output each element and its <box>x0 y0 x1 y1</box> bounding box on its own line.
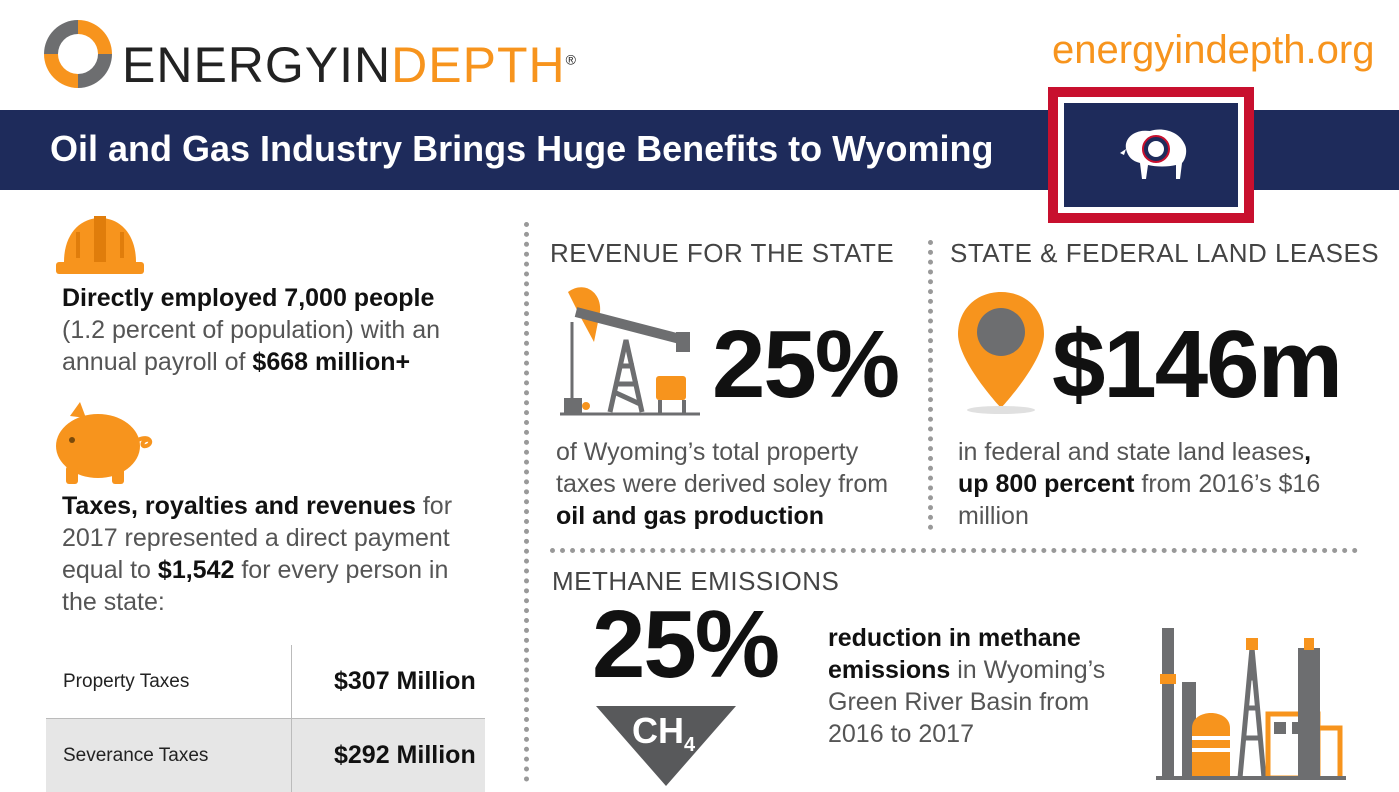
piggy-bank-icon <box>46 400 156 491</box>
tax-value: $307 Million <box>334 667 476 695</box>
taxes-bold: Taxes, royalties and revenues <box>62 492 416 520</box>
registered-mark: ® <box>565 51 577 68</box>
wyoming-flag <box>1048 87 1254 223</box>
ch4-subscript: 4 <box>684 734 696 757</box>
employment-text: Directly employed 7,000 people (1.2 perc… <box>62 282 482 378</box>
taxes-rest-2: for every person in the state: <box>62 556 449 616</box>
refinery-icon <box>1156 628 1346 785</box>
taxes-rest-1: for 2017 represented a direct payment eq… <box>62 492 453 584</box>
pump-jack-icon <box>560 282 700 421</box>
leases-text: in federal and state land leases, up 800… <box>958 436 1338 532</box>
ch4-text: CH <box>632 710 684 751</box>
leases-text-1: in federal and state land leases <box>958 438 1305 466</box>
hard-hat-icon <box>54 212 146 283</box>
methane-heading: METHANE EMISSIONS <box>552 566 840 596</box>
tax-table: Property Taxes $307 Million Severance Ta… <box>46 645 485 792</box>
divider-vertical <box>524 222 533 782</box>
logo-wordmark: ENERGYINDEPTH® <box>122 36 577 94</box>
table-row: Property Taxes $307 Million <box>46 645 485 718</box>
revenue-text-bold: oil and gas production <box>556 502 825 530</box>
employment-bold: Directly employed 7,000 people <box>62 284 435 312</box>
tax-label: Severance Taxes <box>63 744 209 766</box>
logo-suffix: DEPTH <box>391 37 566 93</box>
employment-rest: (1.2 percent of population) with an annu… <box>62 316 441 376</box>
table-row: Severance Taxes $292 Million <box>46 718 485 792</box>
leases-heading: STATE & FEDERAL LAND LEASES <box>950 238 1380 268</box>
revenue-text: of Wyoming’s total property taxes were d… <box>556 436 906 532</box>
revenue-stat: 25% <box>712 311 900 418</box>
leases-comma: , <box>1304 438 1312 466</box>
ch4-label: CH4 <box>632 710 695 757</box>
methane-stat: 25% <box>592 591 780 698</box>
methane-text: reduction in methane emissions in Wyomin… <box>828 622 1128 750</box>
methane-text-rest: in Wyoming’s Green River Basin from 2016… <box>828 656 1106 748</box>
site-url[interactable]: energyindepth.org <box>1052 28 1375 72</box>
revenue-text-1: of Wyoming’s total property taxes were d… <box>556 438 889 498</box>
methane-text-bold: reduction in methane emissions <box>828 624 1081 684</box>
logo-icon <box>40 16 116 92</box>
down-arrow-icon: CH4 <box>596 706 736 786</box>
leases-text-bold: up 800 percent <box>958 470 1135 498</box>
tax-value: $292 Million <box>334 741 476 769</box>
employment-amount: $668 million+ <box>252 348 411 376</box>
map-pin-icon <box>956 290 1046 419</box>
tax-label: Property Taxes <box>63 670 190 692</box>
bison-icon <box>1120 129 1187 179</box>
revenue-heading: REVENUE FOR THE STATE <box>550 238 895 268</box>
page-title: Oil and Gas Industry Brings Huge Benefit… <box>50 128 994 169</box>
leases-stat: $146m <box>1052 311 1343 418</box>
taxes-amount: $1,542 <box>157 556 235 584</box>
divider-horizontal <box>550 548 1358 557</box>
leases-text-2: from 2016’s $16 million <box>958 470 1321 530</box>
divider-vertical <box>928 240 937 530</box>
taxes-text: Taxes, royalties and revenues for 2017 r… <box>62 490 462 618</box>
logo-prefix: ENERGYIN <box>122 37 392 93</box>
